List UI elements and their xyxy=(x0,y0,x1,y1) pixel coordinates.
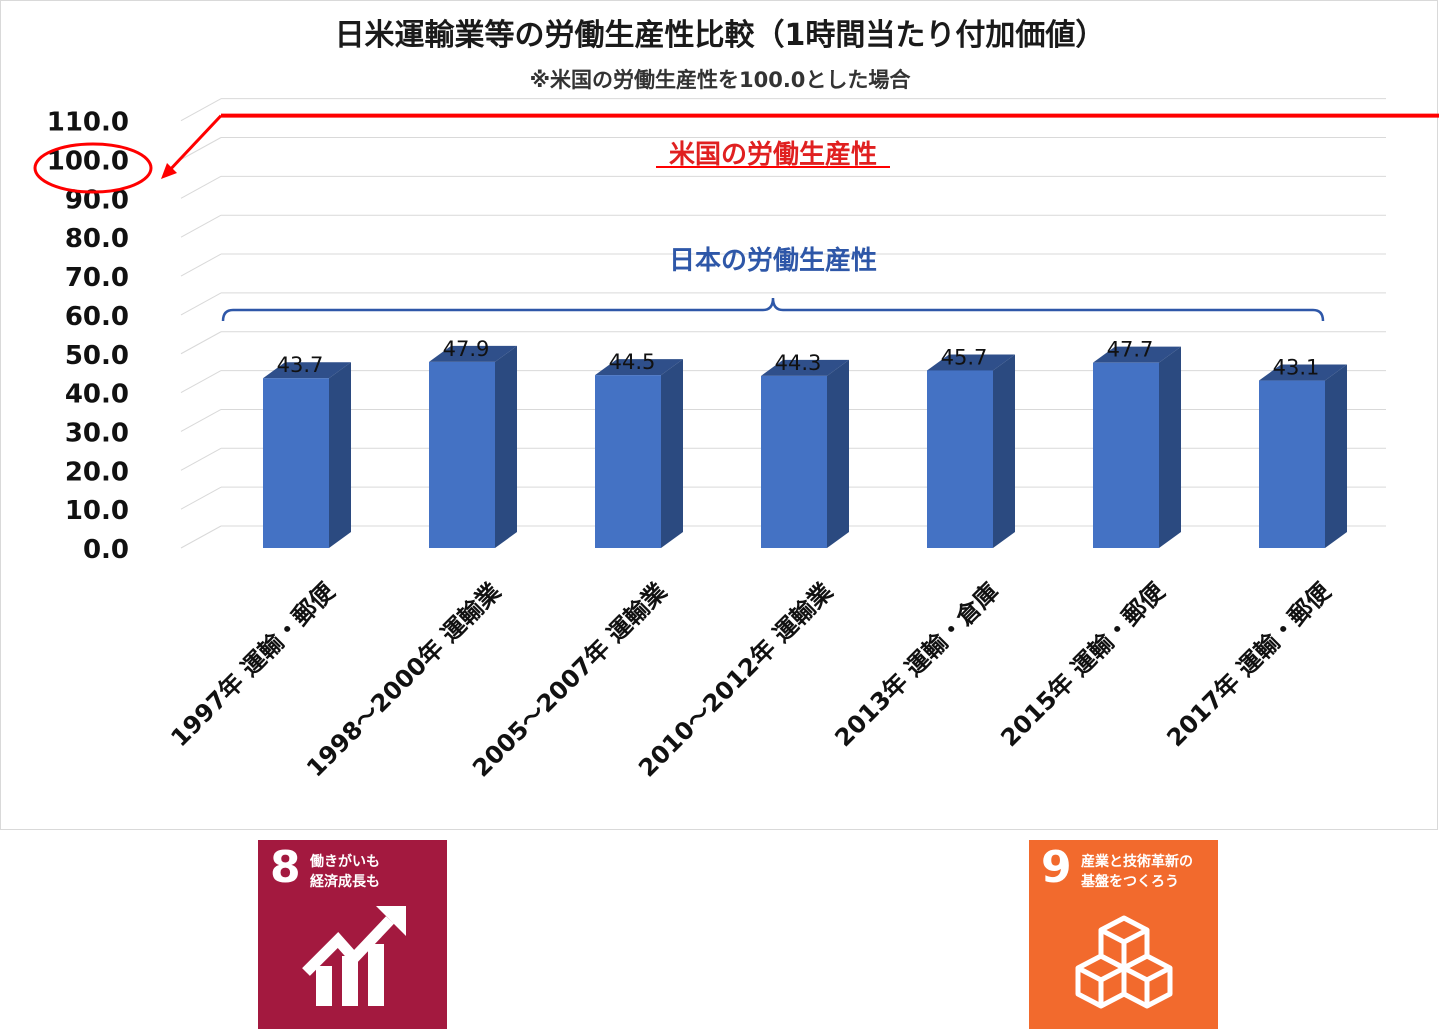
gridline-depth xyxy=(180,409,222,432)
growth-chart-icon xyxy=(302,906,406,1006)
reference-arrow xyxy=(165,114,223,175)
y-tick-label: 0.0 xyxy=(83,535,129,565)
data-label: 45.7 xyxy=(941,345,988,369)
bar-side xyxy=(329,362,351,548)
bar xyxy=(927,370,993,548)
bar-side xyxy=(1325,364,1347,548)
x-tick-label: 2010～2012年 運輸業 xyxy=(633,577,838,782)
sdg-caption-line: 産業と技術革新の xyxy=(1081,854,1193,870)
bar-side xyxy=(495,345,517,548)
gridline-depth xyxy=(180,214,222,238)
sdg-caption: 産業と技術革新の 基盤をつくろう xyxy=(1081,852,1211,892)
gridline-depth xyxy=(180,98,222,122)
sdg-caption: 働きがいも 経済成長も xyxy=(310,852,440,892)
data-label: 44.5 xyxy=(609,350,656,374)
bar xyxy=(1093,362,1159,548)
y-tick-label: 50.0 xyxy=(65,341,129,371)
y-tick-highlight-circle xyxy=(33,142,153,194)
bar-side xyxy=(827,359,849,548)
gridline-depth xyxy=(180,486,222,510)
sdg-badge-8: 8 働きがいも 経済成長も xyxy=(258,840,447,1029)
y-tick-label: 10.0 xyxy=(65,496,129,526)
x-tick-label: 1997年 運輸・郵便 xyxy=(165,577,340,752)
data-label: 47.9 xyxy=(443,337,490,361)
bar-side xyxy=(661,359,683,548)
gridline-depth xyxy=(180,331,222,355)
y-tick-label: 20.0 xyxy=(65,457,129,487)
y-tick-label: 60.0 xyxy=(65,302,129,332)
data-label: 43.1 xyxy=(1273,356,1320,380)
sdg-number: 8 xyxy=(270,842,301,893)
stacked-cubes-icon xyxy=(1075,915,1173,1009)
bar-top xyxy=(595,359,683,376)
x-tick-label: 2015年 運輸・郵便 xyxy=(995,577,1170,752)
chart-subtitle: ※米国の労働生産性を100.0とした場合 xyxy=(530,68,912,92)
y-tick-label: 70.0 xyxy=(65,263,129,293)
bar xyxy=(263,378,329,548)
x-tick-label: 2013年 運輸・倉庫 xyxy=(829,577,1004,752)
y-tick-label: 110.0 xyxy=(47,108,129,138)
x-tick-label: 2005～2007年 運輸業 xyxy=(467,577,672,782)
sdg-badge-9: 9 産業と技術革新の 基盤をつくろう xyxy=(1029,840,1218,1029)
x-tick-label: 2017年 運輸・郵便 xyxy=(1161,577,1336,752)
gridline-depth xyxy=(180,447,222,471)
y-tick-label: 80.0 xyxy=(65,224,129,254)
y-axis-ticks: 0.010.020.030.040.050.060.070.080.090.01… xyxy=(47,108,129,565)
bar-side xyxy=(1159,346,1181,548)
bar-chart: 日米運輸業等の労働生産性比較（1時間当たり付加価値） ※米国の労働生産性を100… xyxy=(33,18,1439,783)
series-annotation-label: 日本の労働生産性 xyxy=(669,245,877,276)
chart-title: 日米運輸業等の労働生産性比較（1時間当たり付加価値） xyxy=(335,18,1106,53)
bar xyxy=(1259,380,1325,548)
gridline-depth xyxy=(180,175,222,199)
series-annotation-bracket xyxy=(221,297,1325,322)
bar-top xyxy=(263,362,351,379)
y-tick-label: 100.0 xyxy=(47,147,129,177)
bar-side xyxy=(993,354,1015,548)
bars: 43.7 47.9 44.5 44.3 45.7 47.7 43.1 xyxy=(263,337,1347,548)
gridline-depth xyxy=(180,370,222,394)
bar xyxy=(595,375,661,548)
gridline-depth xyxy=(180,525,222,549)
gridline-depth xyxy=(180,137,222,160)
sdg-caption-line: 基盤をつくろう xyxy=(1081,874,1179,890)
y-tick-label: 40.0 xyxy=(65,380,129,410)
bar xyxy=(761,375,827,548)
data-label: 47.7 xyxy=(1107,338,1154,362)
gridline-depth xyxy=(180,253,222,277)
bar xyxy=(429,361,495,548)
sdg-caption-line: 経済成長も xyxy=(310,874,380,890)
y-tick-label: 30.0 xyxy=(65,418,129,448)
sdg-caption-line: 働きがいも xyxy=(310,854,380,870)
reference-arrowhead xyxy=(161,163,177,179)
data-label: 43.7 xyxy=(277,353,324,377)
bar-top xyxy=(761,359,849,376)
x-tick-label: 1998～2000年 運輸業 xyxy=(301,577,506,782)
data-label: 44.3 xyxy=(775,351,822,375)
gridline-depth xyxy=(180,292,222,316)
chart-frame: 日米運輸業等の労働生産性比較（1時間当たり付加価値） ※米国の労働生産性を100… xyxy=(0,0,1439,830)
bar-top xyxy=(1259,364,1347,381)
sdg-number: 9 xyxy=(1041,842,1072,893)
reference-line-label: 米国の労働生産性 xyxy=(669,139,877,170)
bar-top xyxy=(429,345,517,362)
bar-top xyxy=(927,354,1015,371)
bar-top xyxy=(1093,346,1181,363)
